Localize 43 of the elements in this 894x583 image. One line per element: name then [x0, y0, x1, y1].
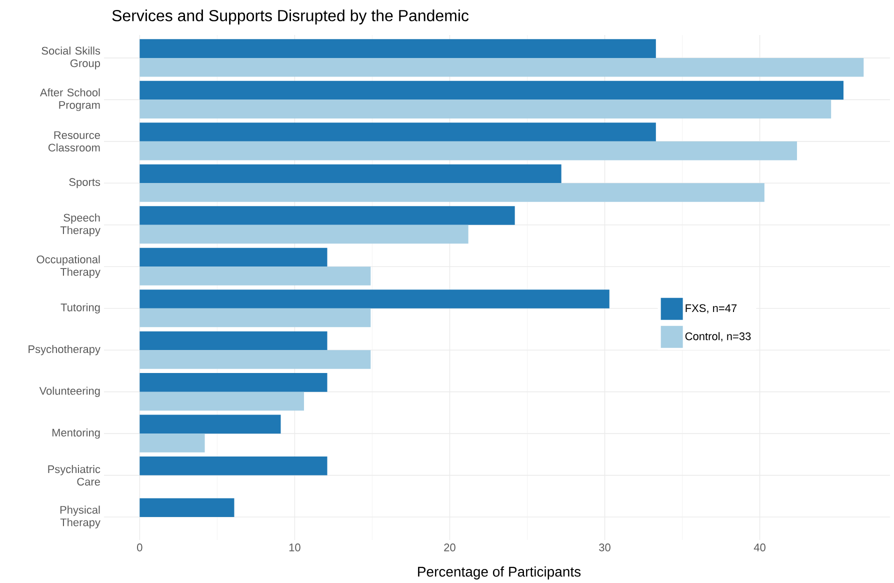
bar: [140, 350, 371, 369]
bar: [140, 498, 234, 518]
bar: [140, 141, 797, 160]
y-tick-label: Psychiatric Care: [48, 465, 100, 486]
bar: [140, 434, 205, 452]
bar: [140, 39, 656, 58]
bar: [140, 290, 610, 308]
x-tick-label: 10: [289, 544, 300, 552]
y-tick-label: Sports: [69, 178, 100, 188]
bar: [140, 206, 515, 225]
x-tick-label: 20: [444, 544, 456, 552]
bar: [140, 100, 832, 118]
bar: [140, 164, 562, 184]
y-tick-label: After School Program: [40, 88, 100, 112]
bar: [140, 183, 764, 202]
y-tick-label: Mentoring: [52, 428, 100, 439]
bar: [140, 58, 864, 77]
legend-label: Control, n=33: [685, 332, 751, 342]
x-tick-label: 30: [599, 544, 610, 552]
legend-label: FXS, n=47: [686, 304, 737, 314]
y-tick-label: Tutoring: [60, 303, 100, 314]
bar: [140, 266, 371, 286]
bar: [140, 414, 281, 434]
bar: [140, 373, 328, 392]
y-tick-label: Social Skills Group: [42, 46, 100, 70]
x-tick-label: 40: [754, 544, 766, 552]
y-tick-label: Psychotherapy: [28, 344, 100, 356]
bar: [140, 122, 656, 142]
bar: [140, 456, 328, 476]
y-tick-label: Resource Classroom: [48, 131, 100, 152]
bar: [140, 80, 844, 100]
bar: [140, 248, 328, 267]
chart-title: Services and Supports Disrupted by the Pandemic: [112, 10, 469, 24]
bar: [140, 331, 328, 350]
bar: [140, 224, 468, 244]
y-tick-label: Physical Therapy: [60, 506, 100, 528]
x-tick-label: 0: [137, 544, 142, 552]
y-tick-label: Volunteering: [39, 386, 100, 397]
bar: [140, 308, 371, 328]
x-axis-title: Percentage of Participants: [418, 566, 581, 580]
y-tick-label: Speech Therapy: [60, 214, 100, 236]
bar: [140, 392, 304, 411]
y-tick-label: Occupational Therapy: [36, 255, 100, 278]
